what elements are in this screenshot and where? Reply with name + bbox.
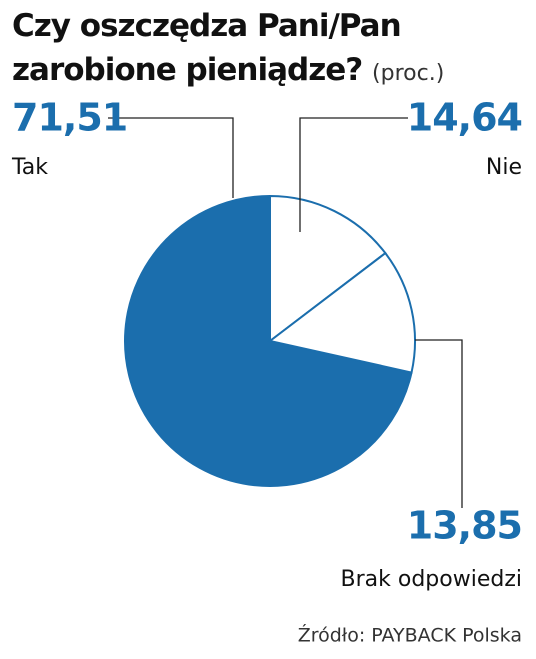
- category-label: Brak odpowiedzi: [341, 567, 522, 592]
- leader-line: [415, 339, 463, 508]
- leader-line: [299, 117, 408, 232]
- pie-slice: [124, 194, 413, 487]
- value-label: 13,85: [407, 504, 522, 548]
- chart-subtitle: (proc.): [372, 61, 445, 86]
- pie-slice: [269, 194, 387, 344]
- category-label: Tak: [11, 155, 48, 180]
- chart-title: Czy oszczędza Pani/Pan zarobione pieniąd…: [12, 8, 402, 88]
- value-label: 14,64: [407, 96, 522, 140]
- leader-line: [108, 117, 234, 198]
- source: Źródło: PAYBACK Polska: [298, 624, 522, 647]
- pie-slice: [267, 251, 416, 374]
- value-label: 71,51: [12, 96, 127, 140]
- category-label: Nie: [486, 155, 522, 180]
- chart-title-block: Czy oszczędza Pani/Pan zarobione pieniąd…: [12, 4, 492, 96]
